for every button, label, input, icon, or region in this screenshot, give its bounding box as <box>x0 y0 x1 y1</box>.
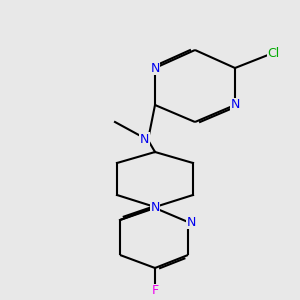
Text: N: N <box>230 98 240 112</box>
Text: N: N <box>150 201 160 214</box>
Text: N: N <box>186 215 196 229</box>
Text: Cl: Cl <box>267 47 280 60</box>
Text: N: N <box>140 133 149 146</box>
Text: N: N <box>150 61 160 74</box>
Text: F: F <box>152 284 159 298</box>
